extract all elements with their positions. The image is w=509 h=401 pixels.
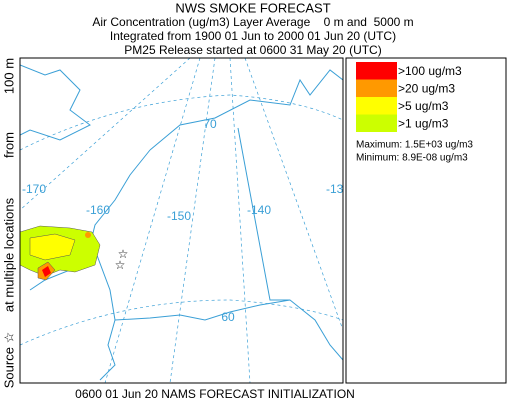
longitude-line — [229, 58, 251, 383]
legend: Maximum: 1.5E+03 ug/m3 Minimum: 8.9E-08 … — [345, 57, 507, 384]
map-label: -130 — [326, 182, 350, 196]
source-text: 100 m — [1, 58, 16, 94]
longitude-line — [20, 58, 191, 211]
maximum: Maximum: 1.5E+03 ug/m3 — [356, 140, 473, 151]
map-label: 60 — [221, 310, 235, 324]
source-label: Source ☆ at multiple locations from 100 … — [1, 58, 16, 388]
coastline — [29, 69, 343, 381]
coastline — [20, 64, 91, 141]
legend-label: >5 ug/m3 — [398, 99, 449, 113]
footer: 0600 01 Jun 20 NAMS FORECAST INITIALIZAT… — [75, 387, 355, 401]
map-label: 70 — [203, 117, 217, 131]
legend-label: >100 ug/m3 — [398, 64, 462, 78]
subtitle: PM25 Release started at 0600 31 May 20 (… — [124, 43, 381, 57]
legend-swatch — [356, 79, 397, 97]
border — [237, 127, 290, 301]
legend-swatch — [356, 114, 397, 132]
latitude-line — [20, 299, 343, 346]
longitude-line — [244, 58, 343, 331]
source-star: ☆ — [118, 247, 129, 261]
title: NWS SMOKE FORECAST — [175, 0, 330, 15]
legend-label: >20 ug/m3 — [398, 81, 455, 95]
map-label: -150 — [167, 209, 191, 223]
legend-swatch — [356, 97, 397, 115]
latitude-line — [20, 94, 343, 151]
source-text: from — [1, 132, 16, 158]
map-label: -170 — [22, 182, 46, 196]
smoke-plume — [20, 225, 101, 281]
longitude-line — [169, 58, 216, 383]
legend-swatch — [356, 62, 397, 80]
longitude-line — [104, 58, 201, 383]
map-label: -140 — [247, 203, 271, 217]
minimum: Minimum: 8.9E-08 ug/m3 — [356, 153, 468, 164]
legend-frame — [345, 57, 507, 384]
map-frame — [19, 57, 344, 384]
source-text: Source ☆ — [1, 332, 16, 388]
legend-label: >1 ug/m3 — [398, 116, 449, 130]
subtitle: Integrated from 1900 01 Jun to 2000 01 J… — [110, 29, 396, 43]
map: ☆ ☆ -170 -160 -150 -140 -130 70 60 — [19, 57, 350, 384]
source-text: at multiple locations — [1, 197, 16, 312]
source-star: ☆ — [115, 258, 126, 272]
subtitle: Air Concentration (ug/m3) Layer Average … — [92, 15, 413, 29]
map-label: -160 — [86, 203, 110, 217]
